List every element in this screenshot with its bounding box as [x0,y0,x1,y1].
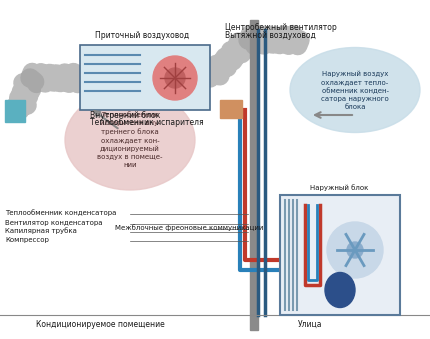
Text: Наружный блок: Наружный блок [310,184,369,191]
Text: Наружный воздух
охлаждает тепло-
обменник конден-
сатора наружного
блока: Наружный воздух охлаждает тепло- обменни… [321,70,389,110]
Circle shape [165,68,185,88]
Text: Приточный воздуховод: Приточный воздуховод [95,31,189,40]
Text: Межблочные фреоновые коммуникации: Межблочные фреоновые коммуникации [115,224,263,231]
Text: Теплообменник
испарителя вну-
треннего блока
охлаждает кон-
диционируемый
воздух: Теплообменник испарителя вну- треннего б… [97,112,163,168]
Bar [5,100,25,122]
Bar [80,45,210,110]
Ellipse shape [290,47,420,133]
Text: Капилярная трубка: Капилярная трубка [5,227,77,234]
Bar [250,20,258,330]
Text: Теплообменник испарителя: Теплообменник испарителя [90,118,204,127]
Text: Вытяжной воздуховод: Вытяжной воздуховод [225,31,316,40]
Circle shape [327,222,383,278]
Text: Центробежный вентилятор: Центробежный вентилятор [225,23,337,32]
Bar [280,195,400,315]
Text: Улица: Улица [298,320,322,329]
Text: Компрессор: Компрессор [5,237,49,243]
Bar [220,100,242,118]
Circle shape [347,242,363,258]
Text: Кондиционируемое помещение: Кондиционируемое помещение [36,320,164,329]
Ellipse shape [325,273,355,307]
Text: Теплообменник конденсатора: Теплообменник конденсатора [5,209,117,216]
Circle shape [153,56,197,100]
Text: Вентилятор конденсатора: Вентилятор конденсатора [5,220,102,226]
Text: Внутренний блок: Внутренний блок [90,111,160,120]
Ellipse shape [65,90,195,190]
